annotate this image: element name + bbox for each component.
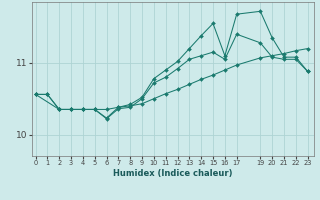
X-axis label: Humidex (Indice chaleur): Humidex (Indice chaleur) <box>113 169 233 178</box>
